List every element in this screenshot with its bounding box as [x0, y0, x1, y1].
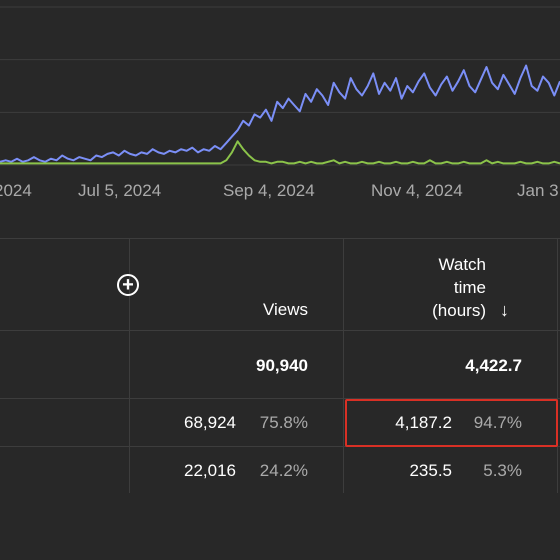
total-watch-time: 4,422.7 [465, 356, 522, 375]
row-watch-percent: 5.3% [483, 461, 522, 480]
row-watch-percent: 94.7% [473, 413, 522, 432]
line-chart: 2024 Jul 5, 2024 Sep 4, 2024 Nov 4, 2024… [0, 0, 560, 205]
views-header-label: Views [262, 300, 308, 319]
column-divider [343, 238, 344, 493]
plus-icon: + [122, 274, 134, 296]
row-views: 68,924 [184, 413, 236, 432]
watch-header-line2: time [453, 278, 486, 297]
total-views: 90,940 [256, 356, 308, 375]
row-views-percent: 75.8% [259, 413, 308, 432]
highlight-box [345, 399, 558, 447]
column-header-watch-time[interactable]: Watch time (hours) [432, 253, 486, 322]
row-divider [0, 446, 560, 447]
column-divider [557, 238, 558, 493]
column-header-views[interactable]: Views [263, 298, 308, 321]
row-divider [0, 330, 560, 331]
row-watch-time: 235.5 [409, 461, 452, 480]
row-views: 22,016 [184, 461, 236, 480]
watch-header-line1: Watch [438, 255, 486, 274]
x-tick-label: Nov 4, 2024 [371, 181, 463, 200]
series-line [0, 64, 560, 163]
row-views-percent: 24.2% [259, 461, 308, 480]
x-tick-label: 2024 [0, 181, 32, 200]
x-tick-label: Jan 3 [517, 181, 559, 200]
chart-plot [0, 6, 560, 166]
row-divider [0, 398, 560, 399]
x-tick-label: Sep 4, 2024 [223, 181, 315, 200]
add-metric-button[interactable]: + [117, 274, 139, 296]
row-watch-time: 4,187.2 [395, 413, 452, 432]
watch-header-line3: (hours) [432, 301, 486, 320]
table-top-border [0, 238, 560, 239]
x-tick-label: Jul 5, 2024 [78, 181, 162, 200]
column-divider [129, 238, 130, 493]
series-line [0, 140, 560, 165]
sort-descending-icon[interactable]: ↓ [500, 300, 509, 320]
